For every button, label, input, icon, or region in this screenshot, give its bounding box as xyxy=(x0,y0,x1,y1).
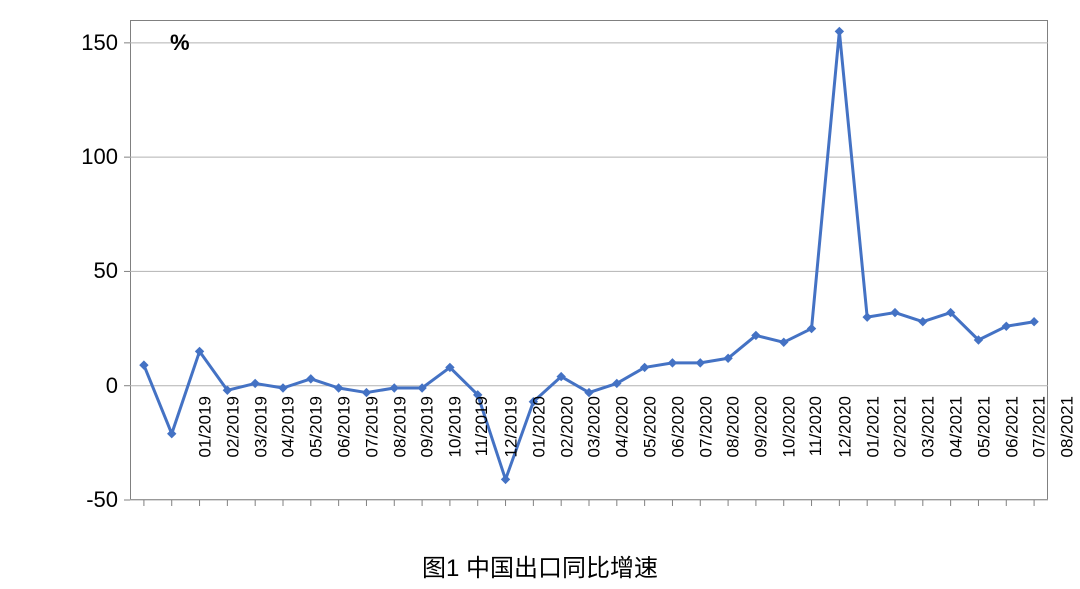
data-marker xyxy=(307,375,315,383)
data-marker xyxy=(279,384,287,392)
x-tick-label: 09/2020 xyxy=(752,396,772,457)
x-tick-label: 03/2021 xyxy=(919,396,939,457)
data-marker xyxy=(140,361,148,369)
data-marker xyxy=(1030,318,1038,326)
x-tick-label: 07/2020 xyxy=(696,396,716,457)
x-tick-label: 07/2019 xyxy=(362,396,382,457)
chart-svg xyxy=(0,0,1080,589)
x-tick-label: 03/2020 xyxy=(585,396,605,457)
data-marker xyxy=(668,359,676,367)
x-tick-label: 11/2019 xyxy=(472,396,492,456)
data-marker xyxy=(863,313,871,321)
x-tick-label: 06/2021 xyxy=(1002,396,1022,457)
y-tick-label: -50 xyxy=(0,487,118,513)
x-tick-label: 05/2020 xyxy=(640,396,660,457)
x-tick-label: 10/2020 xyxy=(780,396,800,457)
x-tick-label: 02/2020 xyxy=(557,396,577,457)
y-tick-label: 150 xyxy=(0,30,118,56)
x-tick-label: 01/2021 xyxy=(863,396,883,457)
data-marker xyxy=(919,318,927,326)
data-marker xyxy=(891,309,899,317)
data-marker xyxy=(502,475,510,483)
x-tick-label: 08/2021 xyxy=(1058,396,1078,457)
x-tick-label: 04/2020 xyxy=(613,396,633,457)
x-tick-label: 06/2019 xyxy=(334,396,354,457)
data-marker xyxy=(390,384,398,392)
x-tick-label: 11/2020 xyxy=(806,396,826,456)
x-tick-label: 12/2019 xyxy=(501,396,521,457)
data-marker xyxy=(696,359,704,367)
x-tick-label: 07/2021 xyxy=(1030,396,1050,457)
x-tick-label: 06/2020 xyxy=(668,396,688,457)
chart-container: { "chart": { "type": "line", "background… xyxy=(0,0,1080,589)
y-tick-label: 0 xyxy=(0,373,118,399)
chart-caption: 图1 中国出口同比增速 xyxy=(0,548,1080,583)
data-marker xyxy=(251,379,259,387)
data-marker xyxy=(835,27,843,35)
data-marker xyxy=(168,430,176,438)
x-tick-label: 09/2019 xyxy=(418,396,438,457)
x-tick-label: 04/2021 xyxy=(946,396,966,457)
y-tick-label: 50 xyxy=(0,258,118,284)
x-tick-label: 05/2021 xyxy=(974,396,994,457)
x-tick-label: 08/2020 xyxy=(724,396,744,457)
x-tick-label: 04/2019 xyxy=(279,396,299,457)
x-tick-label: 02/2019 xyxy=(223,396,243,457)
x-tick-label: 01/2020 xyxy=(529,396,549,457)
x-tick-label: 12/2020 xyxy=(835,396,855,457)
data-marker xyxy=(335,384,343,392)
x-tick-label: 10/2019 xyxy=(446,396,466,457)
x-tick-label: 02/2021 xyxy=(891,396,911,457)
unit-label: % xyxy=(170,30,190,56)
y-tick-label: 100 xyxy=(0,144,118,170)
x-tick-label: 03/2019 xyxy=(251,396,271,457)
x-tick-label: 05/2019 xyxy=(307,396,327,457)
x-tick-label: 08/2019 xyxy=(390,396,410,457)
x-tick-label: 01/2019 xyxy=(195,396,215,457)
